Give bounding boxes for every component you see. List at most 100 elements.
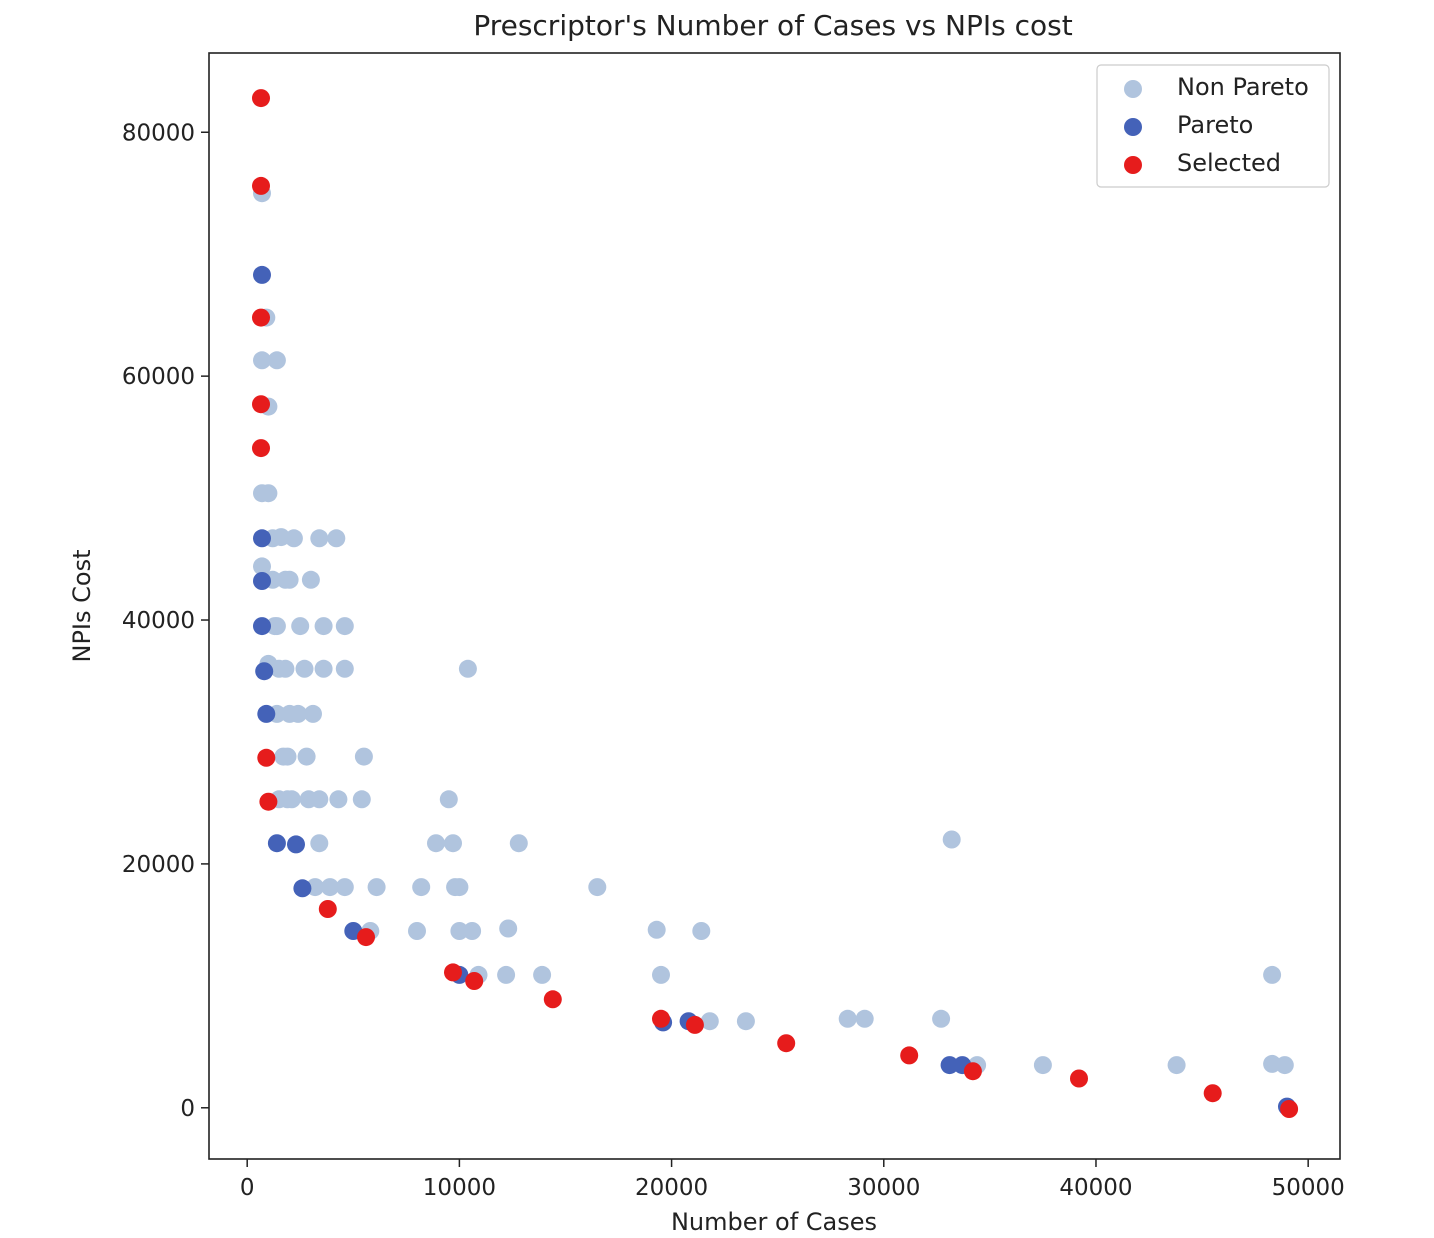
point-selected xyxy=(252,176,270,195)
point-non-pareto xyxy=(1263,965,1282,984)
point-non-pareto xyxy=(301,570,320,589)
y-tick-label: 0 xyxy=(180,1096,195,1122)
point-non-pareto xyxy=(310,790,329,809)
legend-label-pareto: Pareto xyxy=(1177,111,1253,139)
point-non-pareto xyxy=(310,529,329,548)
point-non-pareto xyxy=(267,351,286,370)
point-non-pareto xyxy=(692,922,711,940)
point-non-pareto xyxy=(253,351,271,370)
chart-title: Prescriptor's Number of Cases vs NPIs co… xyxy=(473,9,1072,42)
legend-marker-pareto xyxy=(1124,118,1142,136)
x-tick-label: 20000 xyxy=(635,1175,708,1201)
point-pareto xyxy=(940,1056,959,1075)
point-non-pareto xyxy=(700,1012,719,1031)
y-tick-label: 40000 xyxy=(122,608,195,634)
point-pareto xyxy=(293,879,312,898)
point-selected xyxy=(652,1009,670,1028)
point-non-pareto xyxy=(335,617,354,636)
point-selected xyxy=(318,900,337,918)
point-non-pareto xyxy=(427,834,445,853)
point-non-pareto xyxy=(509,834,528,853)
point-selected xyxy=(257,748,276,767)
y-axis-label: NPIs Cost xyxy=(68,550,96,663)
point-non-pareto xyxy=(652,965,670,984)
legend-label-non-pareto: Non Pareto xyxy=(1177,73,1309,101)
point-selected xyxy=(252,308,270,327)
point-non-pareto xyxy=(310,834,329,853)
point-non-pareto xyxy=(444,834,462,853)
point-non-pareto xyxy=(1275,1056,1294,1075)
data-points xyxy=(252,89,1299,1118)
point-pareto xyxy=(253,617,271,636)
point-selected xyxy=(963,1062,982,1081)
point-pareto xyxy=(253,572,271,590)
point-non-pareto xyxy=(267,617,286,636)
point-non-pareto xyxy=(450,922,469,940)
point-non-pareto xyxy=(352,790,371,809)
point-non-pareto xyxy=(439,790,458,809)
y-tick-label: 20000 xyxy=(122,852,195,878)
point-non-pareto xyxy=(304,704,322,723)
point-non-pareto xyxy=(295,659,314,678)
point-non-pareto xyxy=(335,878,354,897)
point-selected xyxy=(252,439,270,458)
y-tick-label: 80000 xyxy=(122,120,195,146)
point-non-pareto xyxy=(942,830,961,849)
point-selected xyxy=(444,963,462,982)
point-non-pareto xyxy=(314,659,333,678)
x-tick-label: 40000 xyxy=(1059,1175,1132,1201)
point-pareto xyxy=(253,265,271,284)
series-selected xyxy=(252,89,1299,1118)
point-pareto xyxy=(255,662,274,681)
x-tick-label: 50000 xyxy=(1272,1175,1345,1201)
x-tick-label: 30000 xyxy=(847,1175,920,1201)
x-axis: 0 10000 20000 30000 40000 50000 xyxy=(240,1159,1345,1201)
point-non-pareto xyxy=(588,878,607,897)
point-non-pareto xyxy=(259,484,278,503)
point-non-pareto xyxy=(278,747,297,766)
point-non-pareto xyxy=(736,1012,755,1031)
point-non-pareto xyxy=(327,529,346,548)
point-non-pareto xyxy=(291,617,310,636)
y-tick-label: 60000 xyxy=(122,364,195,390)
point-non-pareto xyxy=(932,1009,951,1028)
point-selected xyxy=(465,972,484,990)
point-selected xyxy=(357,928,375,947)
plot-area-frame xyxy=(208,52,1341,1160)
legend: Non Pareto Pareto Selected xyxy=(1096,64,1330,188)
legend-label-selected: Selected xyxy=(1177,149,1281,177)
point-selected xyxy=(1280,1100,1299,1118)
point-non-pareto xyxy=(463,922,482,940)
point-selected xyxy=(543,990,562,1009)
x-tick-label: 10000 xyxy=(423,1175,496,1201)
point-non-pareto xyxy=(335,659,354,678)
point-selected xyxy=(1070,1069,1088,1088)
point-non-pareto xyxy=(412,878,431,897)
series-non-pareto xyxy=(253,184,1294,1075)
point-selected xyxy=(900,1046,919,1065)
point-pareto xyxy=(257,704,276,723)
x-axis-label: Number of Cases xyxy=(671,1208,877,1236)
point-non-pareto xyxy=(297,747,316,766)
point-non-pareto xyxy=(838,1009,857,1028)
y-axis: 0 20000 40000 60000 80000 xyxy=(122,120,209,1122)
point-non-pareto xyxy=(497,965,516,984)
point-non-pareto xyxy=(282,790,301,809)
point-non-pareto xyxy=(533,965,552,984)
point-non-pareto xyxy=(289,704,308,723)
point-pareto xyxy=(253,529,271,548)
point-non-pareto xyxy=(450,878,469,897)
point-selected xyxy=(259,792,278,811)
point-non-pareto xyxy=(1033,1056,1052,1075)
x-tick-label: 0 xyxy=(240,1175,255,1201)
point-selected xyxy=(252,89,270,108)
point-non-pareto xyxy=(499,919,518,938)
point-non-pareto xyxy=(329,790,348,809)
point-non-pareto xyxy=(280,570,299,589)
point-non-pareto xyxy=(647,920,666,939)
point-non-pareto xyxy=(1167,1056,1186,1075)
point-selected xyxy=(685,1015,704,1034)
point-non-pareto xyxy=(367,878,386,897)
